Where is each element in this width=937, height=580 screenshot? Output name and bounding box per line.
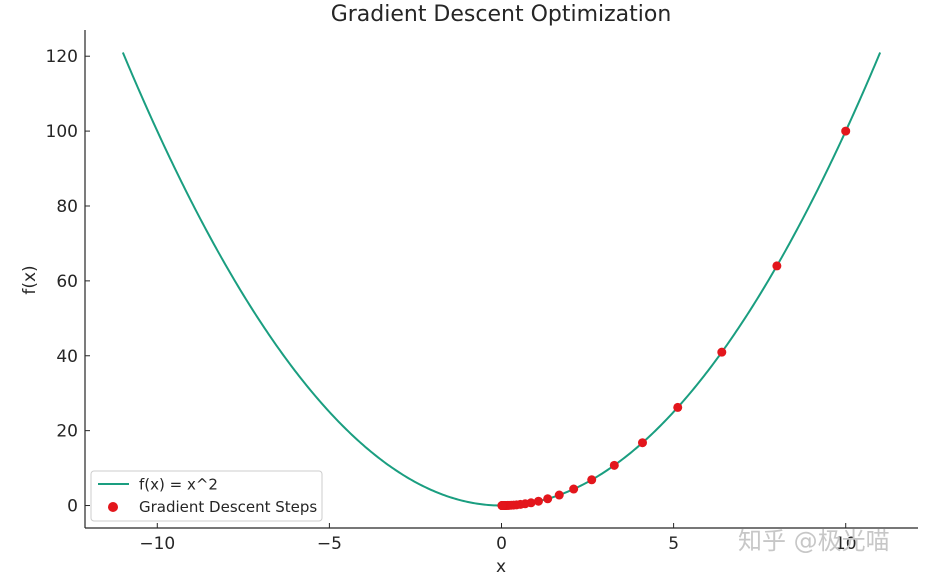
- x-axis-label: x: [496, 557, 506, 577]
- y-tick-label: 60: [56, 272, 78, 292]
- plot-area: [121, 52, 882, 511]
- gradient-step-point: [497, 501, 507, 511]
- gradient-step-point: [609, 460, 619, 470]
- series-line-function: [121, 52, 882, 507]
- y-axis-label: f(x): [20, 265, 40, 294]
- x-tick-label: 10: [835, 534, 857, 554]
- watermark: 知乎 @极光喵: [738, 527, 890, 555]
- y-tick-label: 80: [56, 197, 78, 217]
- y-tick-label: 100: [46, 122, 78, 142]
- gradient-step-point: [543, 494, 553, 504]
- x-tick-label: 0: [496, 534, 507, 554]
- gradient-step-point: [772, 261, 782, 271]
- gradient-step-point: [841, 126, 851, 136]
- gradient-step-point: [533, 496, 543, 506]
- x-ticks: −10 −5 0 5 10: [139, 523, 857, 554]
- y-tick-label: 40: [56, 347, 78, 367]
- gradient-step-point: [637, 438, 647, 448]
- legend-scatter-marker: [108, 502, 118, 512]
- legend: f(x) = x^2 Gradient Descent Steps: [90, 470, 323, 522]
- y-tick-label: 20: [56, 422, 78, 442]
- gradient-step-point: [569, 484, 579, 494]
- gradient-step-point: [554, 490, 564, 500]
- x-tick-label: −5: [317, 534, 342, 554]
- chart-title: Gradient Descent Optimization: [331, 2, 672, 27]
- x-tick-label: 5: [668, 534, 679, 554]
- gradient-step-point: [717, 347, 727, 357]
- axes: [84, 30, 918, 529]
- gradient-step-point: [673, 402, 683, 412]
- legend-label-function: f(x) = x^2: [139, 476, 218, 494]
- legend-label-steps: Gradient Descent Steps: [139, 498, 317, 516]
- legend-box: [90, 470, 323, 522]
- gradient-step-point: [587, 475, 597, 485]
- y-tick-label: 120: [46, 47, 78, 67]
- y-ticks: 0 20 40 60 80 100 120: [46, 47, 90, 517]
- y-tick-label: 0: [67, 497, 78, 517]
- x-tick-label: −10: [139, 534, 175, 554]
